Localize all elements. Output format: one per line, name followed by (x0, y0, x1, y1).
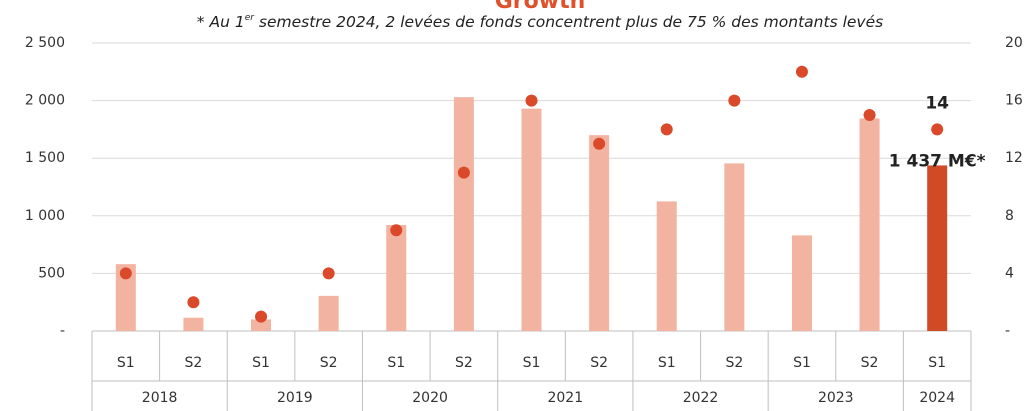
group-label: 2019 (277, 390, 313, 406)
group-label: 2021 (547, 390, 583, 406)
bar-value-label: 1 437 M€* (889, 151, 986, 171)
x-tick-label: S2 (725, 355, 743, 371)
dot (593, 137, 606, 150)
y2-tick-label: 12 (1005, 150, 1023, 166)
chart-title: Growth (495, 0, 586, 14)
bar (183, 317, 204, 331)
dot (863, 109, 876, 121)
bar (791, 235, 812, 331)
y-tick-label: 1 000 (25, 208, 65, 224)
bar (859, 118, 880, 332)
dot (255, 310, 268, 323)
x-tick-label: S2 (320, 355, 338, 371)
subtitle-part: * Au 1 (197, 13, 245, 31)
y2-tick-label: - (1005, 323, 1010, 339)
group-label: 2020 (412, 390, 448, 406)
x-tick-label: S1 (252, 355, 270, 371)
subtitle-part: semestre 2024, 2 levées de fonds concent… (254, 13, 883, 31)
y2-tick-label: 20 (1005, 35, 1023, 51)
x-tick-label: S2 (185, 355, 203, 371)
x-tick-label: S1 (658, 355, 676, 371)
dot (119, 267, 132, 280)
dot (390, 224, 403, 237)
bar (386, 225, 407, 331)
x-tick-label: S2 (861, 355, 879, 371)
bar (251, 319, 272, 331)
y2-tick-label: 4 (1005, 265, 1014, 281)
group-label: 2018 (142, 390, 178, 406)
y-tick-label: 2 000 (25, 93, 65, 109)
x-tick-label: S2 (455, 355, 473, 371)
dot (660, 123, 673, 136)
dot (457, 166, 470, 179)
group-label: 2023 (818, 390, 854, 406)
y-tick-label: 500 (38, 265, 65, 281)
y-tick-label: - (60, 323, 65, 339)
x-tick-label: S1 (793, 355, 811, 371)
bar (318, 295, 339, 331)
x-tick-label: S2 (590, 355, 608, 371)
dot-value-label: 14 (925, 93, 949, 113)
dot (728, 94, 741, 107)
subtitle: * Au 1er semestre 2024, 2 levées de fond… (197, 13, 883, 31)
x-tick-label: S1 (928, 355, 946, 371)
x-tick-label: S1 (117, 355, 135, 371)
bar (724, 163, 745, 331)
dot (322, 267, 335, 280)
bar (589, 135, 610, 331)
bar (521, 108, 542, 331)
x-tick-label: S1 (387, 355, 405, 371)
group-label: 2022 (683, 390, 719, 406)
dot (795, 65, 808, 78)
bar (656, 201, 677, 331)
y-tick-label: 1 500 (25, 150, 65, 166)
dot (187, 296, 200, 309)
y-tick-label: 2 500 (25, 35, 65, 51)
bar (927, 165, 948, 331)
x-tick-label: S1 (523, 355, 541, 371)
dot (931, 123, 944, 136)
subtitle-sup: er (245, 13, 256, 23)
bar (115, 264, 136, 331)
dot (525, 94, 538, 107)
y2-tick-label: 16 (1005, 93, 1023, 109)
bar (453, 97, 474, 331)
group-label: 2024 (919, 390, 955, 406)
y2-tick-label: 8 (1005, 208, 1014, 224)
